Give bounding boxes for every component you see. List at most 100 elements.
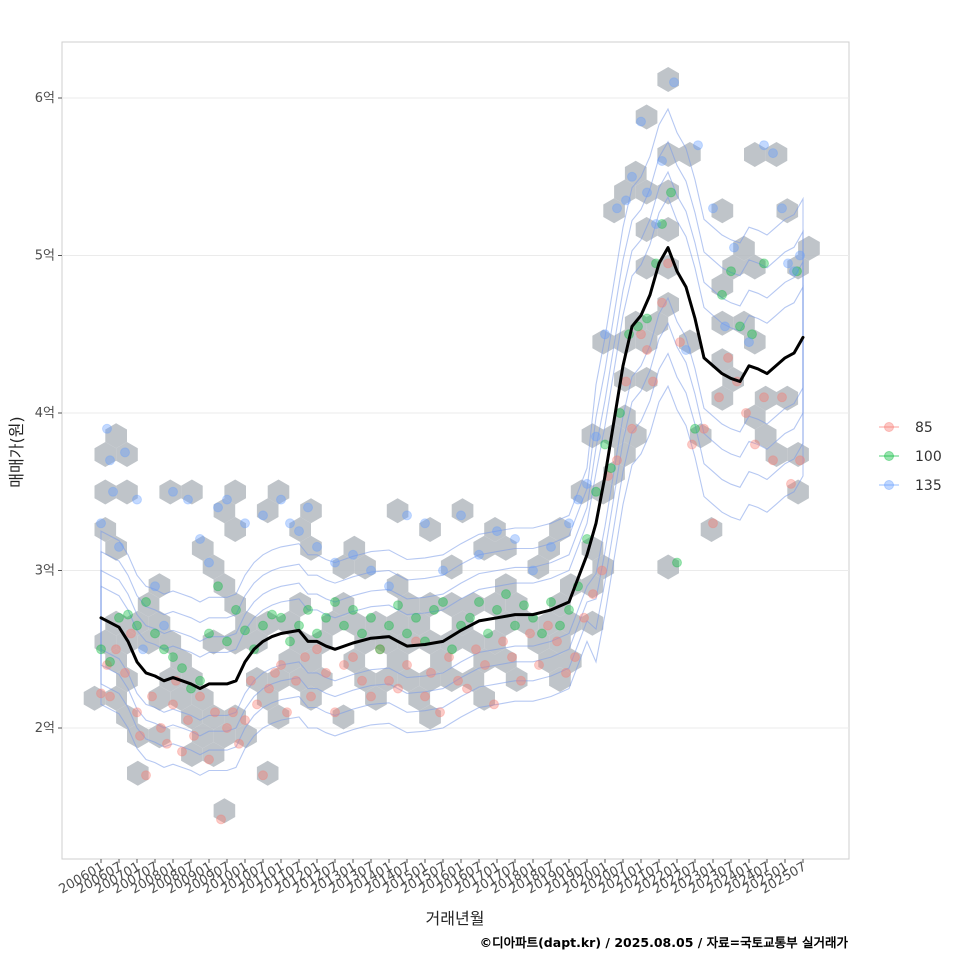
point-85 — [621, 376, 631, 387]
point-100 — [546, 597, 556, 607]
point-100 — [501, 589, 511, 600]
hexbin-cell — [202, 629, 225, 655]
point-135 — [642, 187, 652, 198]
hexbin-cell — [527, 629, 550, 655]
point-135 — [204, 557, 214, 568]
hexbin-cell — [657, 142, 679, 167]
point-85 — [375, 644, 385, 655]
point-85 — [135, 730, 145, 741]
hexbin-cell — [300, 648, 322, 674]
point-85 — [648, 376, 658, 387]
hexbin-cell — [635, 329, 658, 355]
point-85 — [471, 644, 481, 655]
point-135 — [438, 565, 448, 576]
plot-panel — [61, 41, 850, 860]
hexbin-cell — [213, 573, 236, 599]
hexbin-cell — [451, 498, 474, 524]
point-135 — [474, 549, 484, 560]
legend-label-100: 100 — [915, 449, 942, 465]
point-100 — [429, 604, 439, 615]
hexbin-cell — [765, 142, 788, 167]
hexbin-cell — [473, 648, 495, 674]
hexbin-cell — [679, 329, 701, 355]
point-135 — [564, 518, 574, 529]
hexbin-cell — [105, 685, 127, 711]
point-85 — [291, 675, 301, 686]
point-135 — [195, 534, 205, 544]
hexbin-cell — [549, 517, 571, 542]
point-85 — [687, 439, 697, 450]
point-100 — [303, 604, 313, 615]
point-85 — [498, 636, 508, 647]
hexbin-cell — [744, 142, 766, 167]
point-85 — [525, 628, 535, 639]
point-85 — [657, 297, 667, 308]
hexbin-cell — [94, 629, 117, 655]
hexbin-cell — [700, 517, 723, 542]
hexbin-cell — [235, 723, 257, 749]
point-100 — [141, 597, 151, 607]
hexbin-cell — [614, 179, 636, 205]
hexbin-cell — [116, 442, 138, 467]
point-135 — [150, 581, 160, 592]
scatter-points — [96, 77, 805, 825]
point-85 — [96, 688, 106, 699]
point-85 — [120, 667, 130, 678]
point-100 — [375, 644, 385, 655]
point-135 — [132, 494, 142, 505]
hexbin-cell — [148, 685, 171, 711]
hexbin-cell — [473, 685, 495, 711]
hexbin-cell — [386, 610, 409, 636]
point-100 — [510, 620, 520, 631]
point-100 — [267, 609, 277, 620]
point-100 — [411, 612, 421, 623]
point-135 — [591, 431, 601, 442]
legend-key-point-85 — [884, 422, 894, 432]
point-135 — [183, 494, 193, 505]
hexbin-cell — [624, 160, 647, 186]
hexbin-cell — [386, 648, 409, 674]
point-100 — [564, 604, 574, 615]
point-100 — [657, 219, 667, 229]
hexbin-cell — [657, 67, 679, 92]
point-85 — [462, 683, 472, 694]
hexbin-cell — [744, 254, 766, 280]
hexbin-cell — [754, 385, 777, 411]
point-135 — [789, 266, 799, 277]
hexbin-cell — [603, 423, 625, 449]
point-135 — [777, 203, 787, 214]
hexbin-cell — [419, 517, 441, 542]
y-tick-label: 5억 — [35, 249, 55, 264]
hexbin-cell — [267, 667, 290, 692]
legend-key-point-135 — [884, 480, 894, 490]
point-85 — [204, 754, 214, 765]
hexbin-cell — [624, 423, 647, 449]
point-135 — [108, 486, 118, 497]
hexbin-cell — [170, 648, 192, 674]
point-85 — [246, 675, 256, 686]
hexbin-cell — [181, 479, 203, 505]
point-135 — [303, 502, 313, 513]
hexbin-cell — [159, 479, 182, 505]
point-135 — [366, 565, 376, 576]
point-85 — [195, 691, 205, 702]
point-85 — [264, 683, 274, 694]
hexbin-cell — [235, 610, 257, 636]
point-100 — [717, 289, 727, 300]
hexbin-cell — [343, 648, 366, 674]
point-85 — [636, 329, 646, 340]
point-135 — [96, 518, 106, 529]
point-135 — [600, 329, 610, 340]
point-85 — [270, 667, 280, 678]
point-85 — [162, 738, 172, 749]
point-85 — [420, 691, 430, 702]
hexbin-cell — [191, 723, 214, 749]
point-100 — [105, 656, 115, 667]
point-85 — [402, 660, 412, 670]
hexbin-cell — [278, 648, 301, 674]
point-100 — [276, 612, 286, 623]
point-85 — [627, 423, 637, 434]
point-85 — [759, 392, 769, 403]
point-100 — [348, 604, 358, 615]
y-axis-ticks: 2억 3억 4억 5억 6억 — [35, 91, 62, 736]
